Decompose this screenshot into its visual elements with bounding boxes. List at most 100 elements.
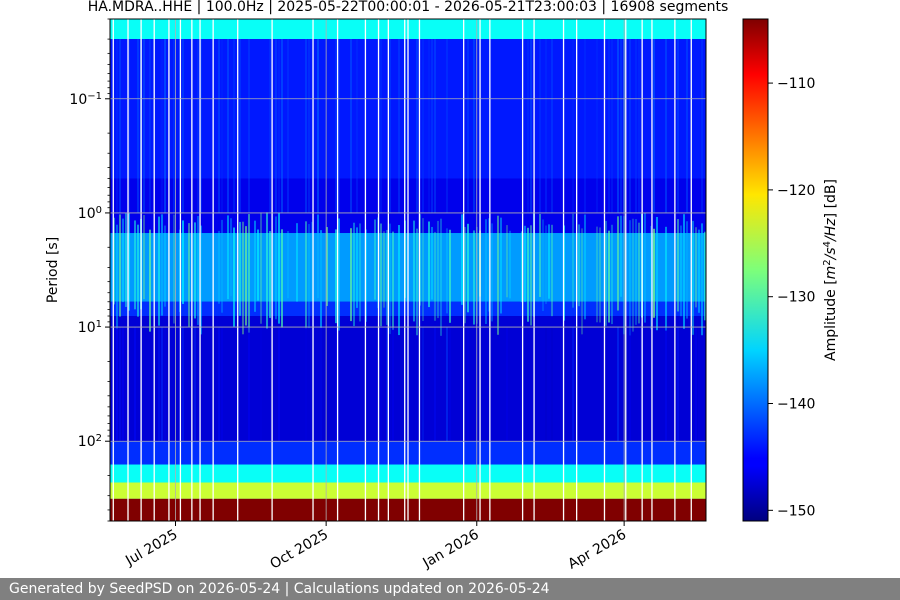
texture-streak: [113, 327, 115, 442]
texture-streak: [464, 226, 466, 324]
texture-streak: [281, 39, 283, 213]
texture-streak: [239, 327, 241, 442]
texture-streak: [599, 327, 601, 442]
texture-streak: [218, 39, 220, 213]
texture-streak: [269, 39, 271, 213]
texture-streak: [275, 39, 277, 213]
texture-streak: [164, 225, 166, 307]
texture-streak: [194, 327, 196, 442]
texture-streak: [701, 223, 703, 336]
texture-streak: [467, 223, 469, 313]
texture-streak: [416, 228, 418, 336]
texture-streak: [686, 39, 688, 213]
texture-streak: [704, 231, 706, 321]
texture-streak: [692, 220, 694, 335]
texture-streak: [422, 327, 424, 442]
texture-streak: [665, 327, 667, 442]
texture-streak: [305, 221, 307, 329]
texture-streak: [644, 212, 646, 323]
texture-streak: [383, 231, 385, 308]
texture-streak: [467, 327, 469, 442]
texture-streak: [698, 327, 700, 442]
texture-streak: [137, 39, 139, 213]
texture-streak: [572, 327, 574, 442]
texture-streak: [260, 327, 262, 442]
texture-streak: [701, 39, 703, 213]
texture-streak: [389, 39, 391, 213]
texture-streak: [467, 39, 469, 213]
texture-streak: [524, 225, 526, 302]
texture-streak: [221, 327, 223, 442]
texture-streak: [599, 227, 601, 323]
texture-streak: [356, 227, 358, 308]
texture-streak: [635, 219, 637, 325]
texture-streak: [158, 327, 160, 442]
x-tick-label: Oct 2025: [267, 527, 331, 573]
texture-streak: [617, 39, 619, 213]
texture-streak: [677, 39, 679, 213]
texture-streak: [158, 216, 160, 326]
texture-streak: [608, 39, 610, 213]
texture-streak: [629, 220, 631, 336]
grid-lines: [110, 19, 706, 521]
texture-streak: [182, 220, 184, 304]
texture-streak: [449, 327, 451, 442]
texture-streak: [539, 213, 541, 297]
texture-streak: [287, 231, 289, 299]
texture-streak: [665, 226, 667, 331]
texture-streak: [680, 225, 682, 317]
texture-streak: [581, 228, 583, 335]
x-tick-label: Jan 2026: [419, 527, 481, 572]
texture-streak: [359, 223, 361, 322]
texture-streak: [608, 230, 610, 323]
footer-text: Generated by SeedPSD on 2026-05-24 | Cal…: [9, 581, 550, 597]
texture-streak: [119, 327, 121, 442]
y-tick-label: 102: [78, 433, 102, 451]
texture-streak: [338, 39, 340, 213]
heatmap-texture: [113, 39, 706, 442]
texture-streak: [245, 226, 247, 326]
texture-streak: [350, 228, 352, 322]
texture-streak: [335, 39, 337, 213]
texture-streak: [119, 39, 121, 213]
texture-streak: [227, 39, 229, 213]
colorbar-tick-label: −130: [777, 290, 815, 306]
texture-streak: [335, 327, 337, 442]
texture-streak: [320, 327, 322, 442]
texture-streak: [440, 218, 442, 336]
texture-streak: [116, 224, 118, 329]
texture-streak: [695, 227, 697, 308]
texture-streak: [434, 327, 436, 442]
texture-streak: [551, 327, 553, 442]
texture-streak: [548, 224, 550, 299]
texture-streak: [551, 39, 553, 213]
texture-streak: [239, 39, 241, 213]
texture-streak: [527, 227, 529, 322]
texture-streak: [653, 228, 655, 318]
texture-streak: [143, 215, 145, 300]
texture-streak: [653, 39, 655, 213]
texture-streak: [122, 327, 124, 442]
texture-streak: [197, 327, 199, 442]
texture-streak: [695, 327, 697, 442]
texture-streak: [500, 217, 502, 314]
texture-streak: [128, 39, 130, 213]
texture-streak: [200, 39, 202, 213]
texture-streak: [116, 39, 118, 213]
texture-streak: [308, 224, 310, 329]
texture-streak: [122, 218, 124, 303]
texture-streak: [617, 327, 619, 442]
texture-streak: [578, 224, 580, 307]
texture-streak: [305, 39, 307, 213]
texture-streak: [305, 327, 307, 442]
colorbar-axis: −110 −120 −130 −140 −150: [768, 76, 815, 519]
texture-streak: [173, 214, 175, 324]
texture-streak: [134, 220, 136, 310]
texture-streak: [200, 225, 202, 335]
texture-streak: [542, 219, 544, 311]
texture-streak: [230, 218, 232, 297]
colorbar: [742, 18, 769, 522]
texture-streak: [278, 327, 280, 442]
texture-streak: [638, 39, 640, 213]
texture-streak: [182, 39, 184, 213]
